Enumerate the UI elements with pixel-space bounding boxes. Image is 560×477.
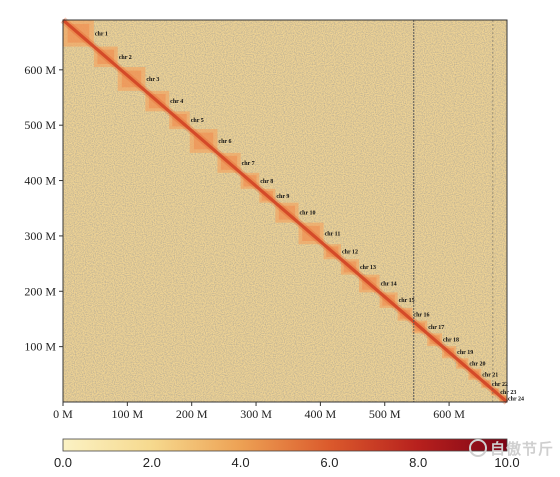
colorbar-tick-label-2: 4.0 xyxy=(232,455,250,470)
diagonal-line xyxy=(61,18,509,404)
x-tick-label-4: 400 M xyxy=(305,407,337,421)
chromosome-label-24: chr 24 xyxy=(508,397,524,403)
diagonal-halo xyxy=(60,17,510,405)
colorbar-tick-label-5: 10.0 xyxy=(494,455,519,470)
chromosome-label-13: chr 13 xyxy=(360,265,376,271)
chromosome-label-15: chr 15 xyxy=(399,298,415,304)
watermark-text: 自傲节斤 xyxy=(489,440,554,458)
y-tick-label-1: 200 M xyxy=(24,284,56,298)
colorbar-ticks: 0.0 2.0 4.0 6.0 8.0 10.0 xyxy=(54,455,520,470)
chromosome-label-2: chr 2 xyxy=(119,55,132,61)
x-tick-label-1: 100 M xyxy=(112,407,144,421)
chromosome-label-1: chr 1 xyxy=(95,31,108,37)
chromosome-label-16: chr 16 xyxy=(413,312,429,318)
x-tick-label-6: 600 M xyxy=(433,407,465,421)
chromosome-label-12: chr 12 xyxy=(342,250,358,256)
chromosome-label-14: chr 14 xyxy=(381,282,397,288)
colorbar-tick-label-3: 6.0 xyxy=(320,455,338,470)
chromosome-label-8: chr 8 xyxy=(260,179,273,185)
x-tick-label-5: 500 M xyxy=(369,407,401,421)
y-tick-label-3: 400 M xyxy=(24,174,56,188)
x-tick-label-2: 200 M xyxy=(176,407,208,421)
chromosome-label-5: chr 5 xyxy=(191,118,204,124)
colorbar-tick-label-0: 0.0 xyxy=(54,455,72,470)
chromosome-label-19: chr 19 xyxy=(457,350,473,356)
chromosome-label-6: chr 6 xyxy=(218,139,231,145)
chromosome-label-10: chr 10 xyxy=(300,211,316,217)
watermark-logo-icon xyxy=(468,439,487,457)
chromosome-label-17: chr 17 xyxy=(428,325,444,331)
chromosome-label-23: chr 23 xyxy=(500,390,516,396)
chromosome-labels: chr 1 chr 2 chr 3 chr 4 chr 5 chr 6 chr 7 chr 8… xyxy=(95,31,524,402)
chromosome-label-21: chr 21 xyxy=(482,372,498,378)
colorbar-tick-label-1: 2.0 xyxy=(143,455,161,470)
chromosome-label-22: chr 22 xyxy=(492,382,508,388)
chromosome-label-20: chr 20 xyxy=(469,362,485,368)
chromosome-label-9: chr 9 xyxy=(276,194,289,200)
watermark: 自傲节斤 xyxy=(468,438,554,459)
colorbar: 0.0 2.0 4.0 6.0 8.0 10.0 xyxy=(54,438,520,470)
heatmap-area: chr 1 chr 2 chr 3 chr 4 chr 5 chr 6 chr 7 chr 8… xyxy=(60,17,524,405)
y-tick-label-0: 100 M xyxy=(24,340,56,354)
heatmap-frame xyxy=(62,19,508,403)
chromosome-label-11: chr 11 xyxy=(325,231,341,237)
colorbar-tick-label-4: 8.0 xyxy=(409,455,427,470)
chromosome-label-18: chr 18 xyxy=(443,338,459,344)
y-tick-label-5: 600 M xyxy=(24,63,56,77)
y-tick-label-2: 300 M xyxy=(24,229,56,243)
x-tick-label-3: 300 M xyxy=(240,407,272,421)
x-axis: 0 M 100 M 200 M 300 M 400 M 500 M 600 M xyxy=(53,402,465,421)
colorbar-gradient xyxy=(62,438,508,452)
chromosome-label-4: chr 4 xyxy=(170,99,183,105)
y-axis: 100 M 200 M 300 M 400 M 500 M 600 M xyxy=(24,63,63,354)
chromosome-label-3: chr 3 xyxy=(146,77,159,83)
x-tick-label-0: 0 M xyxy=(53,407,73,421)
y-tick-label-4: 500 M xyxy=(24,118,56,132)
diagonal-signal xyxy=(60,17,510,405)
chromosome-label-7: chr 7 xyxy=(242,161,255,167)
